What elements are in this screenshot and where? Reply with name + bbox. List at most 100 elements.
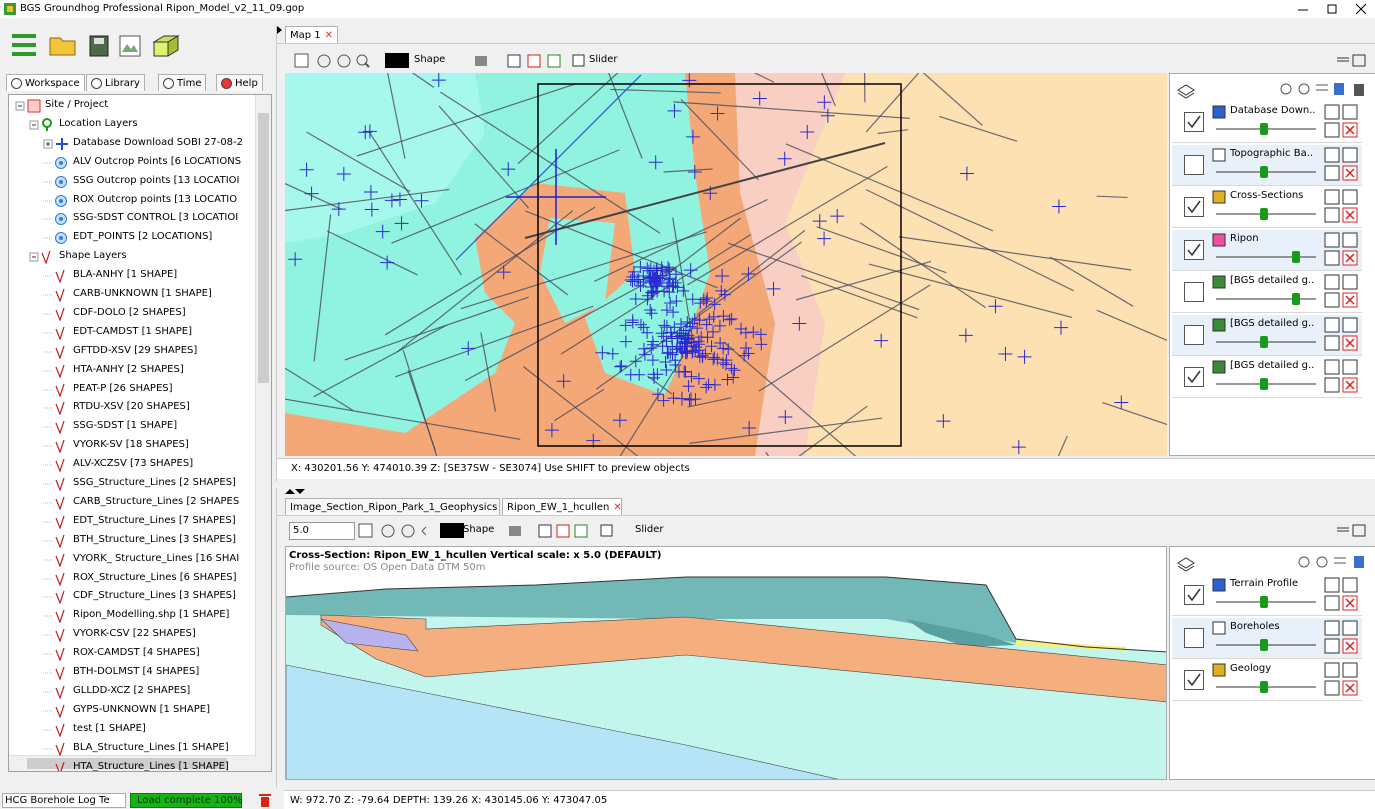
tree-row[interactable]: SSG-SDST [1 SHAPE] <box>9 418 257 435</box>
tree-row[interactable]: ALV-XCZSV [73 SHAPES] <box>9 456 257 473</box>
borehole-marker <box>544 423 559 438</box>
tree-icon <box>43 402 65 416</box>
map-tab[interactable]: Map 1 ✕ <box>285 26 339 43</box>
tree-label: EDT_Structure_Lines [7 SHAPES] <box>73 514 236 526</box>
tree-row[interactable]: SSG-SDST CONTROL [3 LOCATIOI <box>9 210 257 227</box>
section-toolbar[interactable] <box>357 522 657 540</box>
tree-row[interactable]: GYPS-UNKNOWN [1 SHAPE] <box>9 702 257 719</box>
left-tab[interactable]: Time <box>158 74 207 91</box>
window-buttons[interactable] <box>1297 52 1375 70</box>
tree-row[interactable]: RTDU-XSV [20 SHAPES] <box>9 399 257 416</box>
tree-row[interactable]: test [1 SHAPE] <box>9 721 257 738</box>
window-controls[interactable] <box>1290 0 1375 18</box>
left-tab[interactable]: Library <box>86 74 145 91</box>
layer-toolbar[interactable] <box>1174 78 1374 100</box>
layer-toolbar[interactable] <box>1174 551 1374 573</box>
section-canvas[interactable] <box>286 547 1167 780</box>
layer-icon <box>1212 275 1226 289</box>
layer-checkbox[interactable] <box>1184 627 1204 648</box>
layer-checkbox[interactable] <box>1184 197 1204 217</box>
tree-row[interactable]: Site / Project <box>9 97 257 114</box>
borehole-marker <box>1011 440 1026 455</box>
borehole-marker <box>708 298 721 311</box>
borehole-marker <box>431 73 446 88</box>
tree-row[interactable]: ALV Outcrop Points [6 LOCATIONS <box>9 154 257 171</box>
tree-row[interactable]: Database Download SOBI 27-08-2 <box>9 135 257 152</box>
borehole-marker <box>800 125 815 140</box>
layer-checkbox[interactable] <box>1184 112 1204 132</box>
map-canvas[interactable] <box>285 73 1167 456</box>
tree-row[interactable]: HTA-ANHY [2 SHAPES] <box>9 362 257 379</box>
layer-button <box>1324 232 1340 247</box>
collapse-arrow[interactable] <box>277 26 283 34</box>
tree-row[interactable]: VYORK_ Structure_Lines [16 SHAI <box>9 551 257 568</box>
borehole-marker <box>812 214 827 229</box>
tab-label: Ripon_EW_1_hcullen <box>507 502 610 513</box>
layer-checkbox[interactable] <box>1184 154 1204 175</box>
scroll-thumb[interactable] <box>27 758 227 769</box>
shape-icon <box>55 269 65 284</box>
tree-row[interactable]: EDT-CAMDST [1 SHAPE] <box>9 324 257 341</box>
shape-icon <box>55 666 65 680</box>
borehole-trace <box>608 73 643 159</box>
tree-row[interactable]: BTH-DOLMST [4 SHAPES] <box>9 664 257 681</box>
split-arrows[interactable] <box>285 488 305 496</box>
tree-row[interactable]: ROX-CAMDST [4 SHAPES] <box>9 645 257 662</box>
view-tab[interactable]: Ripon_EW_1_hcullen ✕ <box>502 498 622 515</box>
tree-row[interactable]: CDF-DOLO [2 SHAPES] <box>9 305 257 322</box>
map-toolbar[interactable] <box>293 52 633 70</box>
tree-row[interactable]: Ripon_Modelling.shp [1 SHAPE] <box>9 607 257 624</box>
borehole-marker <box>667 103 682 118</box>
tree-row[interactable]: PEAT-P [26 SHAPES] <box>9 381 257 398</box>
borehole-trace <box>440 91 661 234</box>
window-buttons[interactable] <box>1297 522 1375 540</box>
tree-row[interactable]: CDF_Structure_Lines [3 SHAPES] <box>9 588 257 605</box>
geology-unit <box>540 218 615 323</box>
scale-dropdown[interactable]: 5.0 <box>289 522 355 540</box>
log-dropdown[interactable]: HCG Borehole Log Te <box>2 793 126 808</box>
tree-row[interactable]: GLLDD-XCZ [2 SHAPES] <box>9 683 257 700</box>
tree-row[interactable]: ROX_Structure_Lines [6 SHAPES] <box>9 570 257 587</box>
delete-icon[interactable] <box>258 792 272 808</box>
tree-row[interactable]: CARB_Structure_Lines [2 SHAPES <box>9 494 257 511</box>
check-mark <box>1187 200 1201 214</box>
left-toolbar[interactable] <box>8 28 188 64</box>
borehole-marker <box>657 394 670 407</box>
tree-row[interactable]: BLA-ANHY [1 SHAPE] <box>9 267 257 284</box>
left-tab[interactable]: Help <box>216 74 263 91</box>
borehole-marker <box>461 341 476 356</box>
left-tab[interactable]: Workspace <box>6 74 85 91</box>
view-tab[interactable]: Image_Section_Ripon_Park_1_Geophysics✕ <box>285 498 510 515</box>
borehole-marker <box>674 391 689 406</box>
tree-row[interactable]: VYORK-SV [18 SHAPES] <box>9 437 257 454</box>
tree-icon <box>15 99 41 113</box>
layer-checkbox[interactable] <box>1184 585 1204 605</box>
layer-checkbox[interactable] <box>1184 324 1204 345</box>
layer-checkbox[interactable] <box>1184 239 1204 260</box>
tree-row[interactable]: Shape Layers <box>9 248 257 265</box>
tree-row[interactable]: CARB-UNKNOWN [1 SHAPE] <box>9 286 257 303</box>
borehole-marker <box>649 271 662 284</box>
tree-row[interactable]: EDT_POINTS [2 LOCATIONS] <box>9 229 257 246</box>
tree-row[interactable]: VYORK-CSV [22 SHAPES] <box>9 626 257 643</box>
close-button[interactable]: ✕ <box>613 502 622 513</box>
borehole-marker <box>701 331 714 344</box>
tree-row[interactable]: EDT_Structure_Lines [7 SHAPES] <box>9 513 257 530</box>
layer-icon <box>1212 233 1226 246</box>
tree-row[interactable]: BTH_Structure_Lines [3 SHAPES] <box>9 532 257 549</box>
h-scrollbar[interactable] <box>9 755 257 771</box>
layer-checkbox[interactable] <box>1184 670 1204 690</box>
layer-checkbox[interactable] <box>1184 282 1204 302</box>
scrollbar[interactable] <box>255 95 271 771</box>
tree-row[interactable]: HTA_Structure_Lines [1 SHAPE] <box>9 759 257 771</box>
tree-row[interactable]: Location Layers <box>9 116 257 133</box>
borehole-marker <box>721 373 734 386</box>
tree-row[interactable]: SSG_Structure_Lines [2 SHAPES] <box>9 475 257 492</box>
opacity-slider <box>1216 250 1316 263</box>
tree-row[interactable]: ROX Outcrop points [13 LOCATIO <box>9 192 257 209</box>
tree-row[interactable]: SSG Outcrop points [13 LOCATIOI <box>9 173 257 190</box>
tree-row[interactable]: BLA_Structure_Lines [1 SHAPE] <box>9 740 257 757</box>
tree-row[interactable]: GFTDD-XSV [29 SHAPES] <box>9 343 257 360</box>
scroll-thumb[interactable] <box>258 113 269 383</box>
layer-checkbox[interactable] <box>1184 367 1204 387</box>
